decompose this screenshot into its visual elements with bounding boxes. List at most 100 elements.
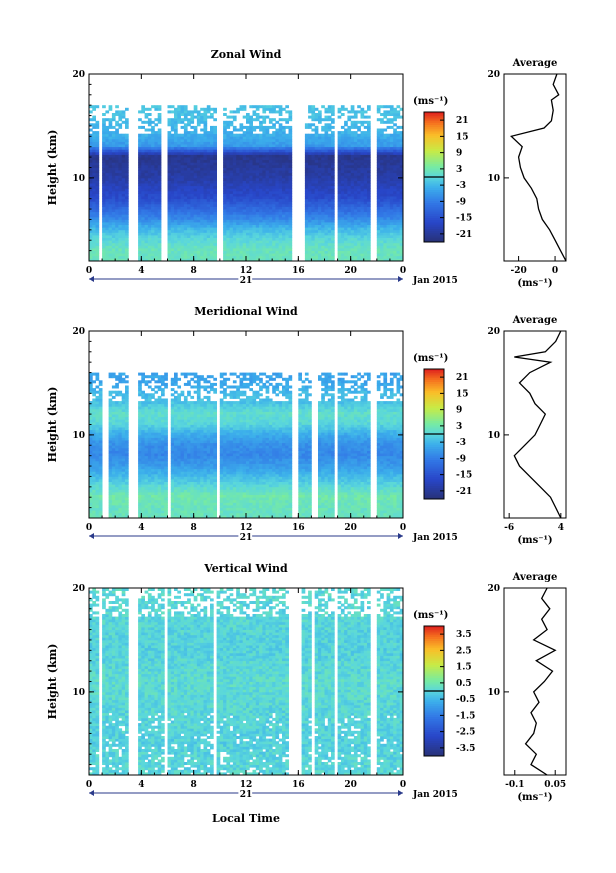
heatmap-cell bbox=[242, 131, 247, 135]
heatmap-cell bbox=[157, 222, 162, 225]
heatmap-cell bbox=[249, 216, 253, 220]
heatmap-cell bbox=[154, 237, 159, 241]
heatmap-cell bbox=[226, 216, 231, 220]
heatmap-cell bbox=[108, 505, 113, 508]
heatmap-cell bbox=[327, 227, 332, 231]
heatmap-cell bbox=[288, 177, 293, 181]
heatmap-cell bbox=[89, 253, 93, 257]
heatmap-cell bbox=[92, 499, 96, 503]
heatmap-cell bbox=[327, 128, 332, 132]
heatmap-cell bbox=[324, 242, 329, 246]
heatmap-cell bbox=[108, 512, 113, 516]
heatmap-cell bbox=[242, 105, 247, 109]
heatmap-cell bbox=[360, 255, 365, 259]
heatmap-cell bbox=[311, 242, 316, 246]
heatmap-cell bbox=[92, 414, 96, 418]
heatmap-cell bbox=[275, 206, 280, 210]
heatmap-cell bbox=[180, 190, 185, 194]
heatmap-cell bbox=[246, 196, 250, 200]
heatmap-cell bbox=[108, 154, 113, 158]
heatmap-cell bbox=[111, 453, 116, 457]
heatmap-cell bbox=[396, 250, 401, 254]
heatmap-cell bbox=[344, 222, 348, 225]
heatmap-cell bbox=[383, 183, 388, 187]
heatmap-cell bbox=[200, 198, 204, 202]
heatmap-cell bbox=[190, 258, 195, 262]
heatmap-cell bbox=[327, 175, 332, 179]
heatmap-cell bbox=[239, 250, 244, 254]
heatmap-cell bbox=[226, 141, 231, 145]
heatmap-cell bbox=[242, 115, 247, 119]
heatmap-cell bbox=[360, 185, 365, 189]
heatmap-cell bbox=[249, 237, 253, 241]
heatmap-cell bbox=[399, 240, 404, 244]
heatmap-cell bbox=[203, 211, 208, 215]
heatmap-cell bbox=[95, 453, 100, 457]
heatmap-cell bbox=[170, 235, 175, 238]
heatmap-cell bbox=[206, 196, 211, 200]
heatmap-cell bbox=[154, 242, 159, 246]
heatmap-cell bbox=[157, 131, 162, 135]
heatmap-cell bbox=[311, 151, 316, 155]
heatmap-cell bbox=[187, 149, 191, 153]
heatmap-cell bbox=[272, 175, 276, 179]
heatmap-cell bbox=[367, 242, 371, 246]
heatmap-cell bbox=[170, 258, 175, 262]
heatmap-cell bbox=[196, 229, 201, 233]
heatmap-cell bbox=[226, 185, 231, 189]
heatmap-cell bbox=[350, 175, 355, 179]
heatmap-cell bbox=[321, 185, 325, 189]
heatmap-cell bbox=[262, 149, 267, 153]
heatmap-cell bbox=[144, 232, 149, 236]
heatmap-cell bbox=[105, 183, 110, 187]
heatmap-cell bbox=[118, 227, 123, 231]
heatmap-cell bbox=[89, 211, 93, 215]
heatmap-cell bbox=[170, 154, 175, 158]
heatmap-cell bbox=[213, 151, 217, 155]
heatmap-cell bbox=[288, 118, 293, 122]
heatmap-cell bbox=[229, 180, 234, 184]
heatmap-cell bbox=[344, 190, 348, 194]
heatmap-cell bbox=[210, 136, 214, 140]
heatmap-cell bbox=[353, 232, 358, 236]
heatmap-cell bbox=[357, 170, 361, 174]
heatmap-cell bbox=[324, 219, 329, 223]
heatmap-cell bbox=[321, 149, 325, 153]
heatmap-cell bbox=[259, 203, 263, 207]
heatmap-cell bbox=[399, 149, 404, 153]
heatmap-cell bbox=[144, 151, 149, 155]
heatmap-cell bbox=[363, 188, 368, 192]
heatmap-cell bbox=[265, 242, 270, 246]
heatmap-cell bbox=[337, 177, 342, 181]
heatmap-cell bbox=[206, 245, 211, 249]
heatmap-cell bbox=[337, 219, 342, 223]
heatmap-cell bbox=[357, 216, 361, 220]
heatmap-cell bbox=[92, 401, 96, 405]
heatmap-cell bbox=[190, 222, 195, 225]
heatmap-cell bbox=[318, 183, 322, 187]
heatmap-cell bbox=[259, 123, 263, 127]
heatmap-cell bbox=[177, 258, 181, 262]
heatmap-cell bbox=[308, 237, 312, 241]
heatmap-cell bbox=[275, 237, 280, 241]
heatmap-cell bbox=[272, 203, 276, 207]
heatmap-cell bbox=[170, 177, 175, 181]
heatmap-cell bbox=[331, 146, 335, 150]
heatmap-cell bbox=[180, 237, 185, 241]
heatmap-cell bbox=[177, 235, 181, 238]
heatmap-cell bbox=[344, 196, 348, 200]
heatmap-cell bbox=[95, 492, 100, 495]
heatmap-cell bbox=[376, 222, 381, 225]
heatmap-cell bbox=[308, 110, 312, 114]
heatmap-cell bbox=[108, 123, 113, 127]
heatmap-cell bbox=[353, 131, 358, 135]
heatmap-cell bbox=[376, 245, 381, 249]
heatmap-cell bbox=[213, 193, 217, 197]
heatmap-cell bbox=[265, 146, 270, 150]
heatmap-cell bbox=[187, 120, 191, 124]
heatmap-cell bbox=[242, 255, 247, 259]
heatmap-cell bbox=[154, 203, 159, 207]
heatmap-cell bbox=[252, 224, 257, 228]
heatmap-cell bbox=[196, 164, 201, 168]
heatmap-cell bbox=[259, 201, 263, 205]
